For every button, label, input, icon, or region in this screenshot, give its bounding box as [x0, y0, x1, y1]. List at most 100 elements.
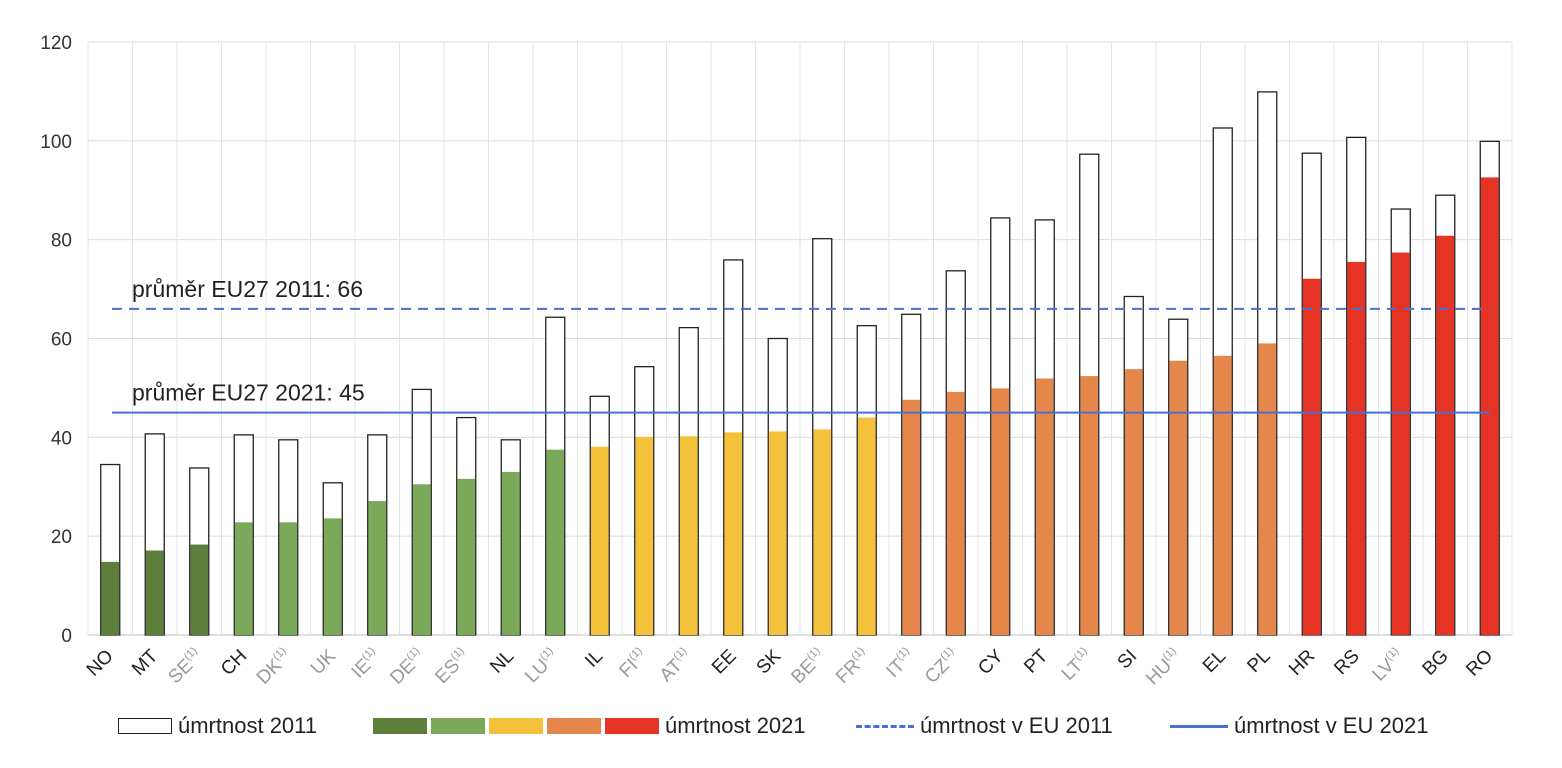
legend-swatch-2021-3: [489, 718, 543, 734]
x-tick-label: CZ(1): [920, 645, 963, 688]
x-tick-label: BG: [1419, 646, 1453, 680]
x-tick-label: LU(1): [521, 645, 563, 687]
x-tick-label: NL: [486, 646, 518, 678]
x-tick-label: ES(1): [431, 645, 474, 688]
legend-item-eu-2021: úmrtnost v EU 2021: [1170, 706, 1428, 746]
footnote-mark: (1): [1072, 645, 1090, 663]
x-tick-label: EE: [708, 646, 741, 679]
footnote-mark: (1): [894, 645, 912, 663]
x-tick-label: DK(1): [252, 645, 296, 689]
bar-2021: [946, 391, 965, 635]
x-tick-label: IT(1): [882, 645, 919, 682]
bar-2021: [1124, 369, 1143, 635]
bar-2021: [1347, 261, 1366, 635]
eu-average-2011-annotation: průměr EU27 2011: 66: [132, 276, 363, 302]
x-tick-label: SE(1): [164, 645, 207, 688]
legend-label-eu-2021: úmrtnost v EU 2021: [1234, 713, 1429, 738]
bar-2021: [457, 478, 476, 635]
x-tick-label: CY: [974, 645, 1008, 679]
x-tick-label: CH: [217, 646, 251, 680]
bar-2021: [857, 417, 876, 635]
footnote-mark: (1): [671, 645, 689, 663]
bar-2021: [813, 429, 832, 635]
bar-2021: [145, 550, 164, 635]
legend-swatch-2011: [118, 718, 172, 734]
bar-2021: [1480, 177, 1499, 635]
bar-2021: [991, 388, 1010, 635]
footnote-mark: (1): [538, 645, 556, 663]
y-tick-label: 120: [40, 33, 72, 54]
legend-item-2021: úmrtnost 2021: [373, 706, 806, 746]
bar-2021: [234, 522, 253, 635]
footnote-mark: (1): [805, 645, 823, 663]
y-tick-label: 0: [61, 626, 72, 647]
x-tick-label: HR: [1285, 646, 1319, 680]
bar-2021: [190, 544, 209, 635]
footnote-mark: (1): [360, 645, 378, 663]
bar-2021: [679, 436, 698, 635]
eu-average-2021-annotation: průměr EU27 2021: 45: [132, 380, 365, 406]
footnote-mark: (1): [627, 645, 645, 663]
y-tick-label: 100: [40, 132, 72, 153]
footnote-mark: (1): [849, 645, 867, 663]
footnote-mark: (1): [449, 645, 467, 663]
bar-chart: 0 20 40 60 80 100 120 NO MT SE(1) CH DK(1) UK IE(1)DE…: [40, 33, 1513, 689]
bar-2021: [101, 561, 120, 635]
x-tick-label: HU(1): [1141, 645, 1185, 689]
x-tick-label: DE(1): [386, 645, 430, 689]
bar-2021: [412, 484, 431, 635]
bar-2021: [279, 522, 298, 635]
footnote-mark: (1): [938, 645, 956, 663]
bar-2021: [1080, 376, 1099, 635]
x-tick-label: SK: [753, 645, 786, 678]
x-tick-label: PT: [1020, 645, 1052, 677]
x-tick-label: NO: [83, 646, 118, 681]
bar-2021: [546, 449, 565, 635]
bar-2021: [1436, 235, 1455, 636]
footnote-mark: (1): [404, 645, 422, 663]
footnote-mark: (1): [1161, 645, 1179, 663]
legend-swatch-2021-1: [373, 718, 427, 734]
x-tick-label: LT(1): [1057, 645, 1097, 685]
x-tick-label: PL: [1243, 646, 1274, 677]
legend-dashed-line: [856, 724, 914, 728]
x-tick-label: AT(1): [655, 645, 696, 686]
bar-2021: [724, 432, 743, 635]
legend-label-eu-2011: úmrtnost v EU 2011: [920, 713, 1113, 738]
bar-2021: [635, 436, 654, 635]
x-tick-label: BE(1): [787, 645, 830, 688]
bar-2021: [1258, 343, 1277, 635]
bar-2021: [323, 518, 342, 635]
bar-2021: [768, 431, 787, 635]
x-tick-label: FR(1): [831, 645, 874, 688]
y-tick-label: 20: [51, 527, 72, 548]
y-tick-label: 40: [51, 428, 72, 449]
legend-swatch-2021-2: [431, 718, 485, 734]
legend-swatch-2021-4: [547, 718, 601, 734]
y-tick-label: 80: [51, 231, 72, 252]
x-tick-label: RS: [1330, 646, 1364, 680]
bar-2021: [368, 501, 387, 635]
x-tick-label: IL: [581, 646, 607, 672]
x-tick-label: EL: [1199, 646, 1230, 677]
x-tick-label: UK: [307, 645, 341, 679]
footnote-mark: (1): [271, 645, 289, 663]
x-tick-label: MT: [128, 645, 163, 680]
x-tick-label: SI: [1114, 646, 1142, 674]
x-tick-label: LV(1): [1368, 645, 1409, 686]
x-tick-label: RO: [1462, 646, 1497, 681]
legend-label-2021: úmrtnost 2021: [665, 713, 806, 738]
footnote-mark: (1): [182, 645, 200, 663]
footnote-mark: (1): [1383, 645, 1401, 663]
legend-item-2011: úmrtnost 2011: [118, 706, 317, 746]
bar-2021: [1169, 360, 1188, 635]
x-tick-label: IE(1): [347, 645, 385, 683]
legend-item-eu-2011: úmrtnost v EU 2011: [856, 706, 1113, 746]
legend-swatch-2021-5: [605, 718, 659, 734]
bar-2021: [1302, 278, 1321, 635]
bar-2021: [590, 446, 609, 635]
bar-2021: [1213, 355, 1232, 635]
bar-2021: [1035, 378, 1054, 635]
bar-2021: [902, 399, 921, 635]
legend-solid-line: [1170, 724, 1228, 728]
